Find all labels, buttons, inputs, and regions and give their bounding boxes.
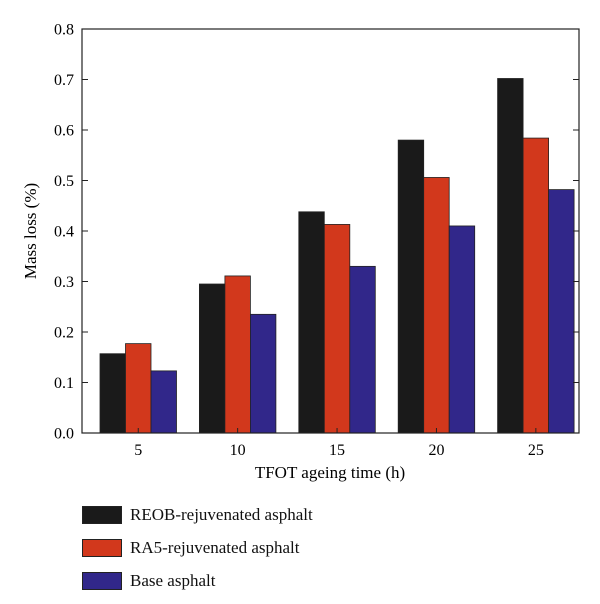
y-tick-label-8: 0.8 <box>54 22 74 39</box>
bar-3-20 <box>448 225 476 434</box>
y-tick-label-1: 0.1 <box>54 375 74 392</box>
bar-1-15 <box>298 211 325 434</box>
bars-layer <box>99 78 575 434</box>
legend-label-reob: REOB-rejuvenated asphalt <box>130 505 313 524</box>
legend-swatch-base <box>82 572 122 590</box>
x-axis: 5 10 15 20 25 <box>134 428 544 459</box>
bar-2-15 <box>323 224 351 434</box>
bar-3-25 <box>548 189 575 434</box>
y-tick-label-7: 0.7 <box>54 72 74 89</box>
bar-1-5 <box>99 353 126 434</box>
y-tick-label-0: 0.0 <box>54 426 74 443</box>
legend-item-base: Base asphalt <box>82 569 313 593</box>
bar-2-10 <box>224 275 251 434</box>
bar-chart: 0.0 0.1 0.2 0.3 0.4 0.5 0.6 0.7 0.8 5 10 15 20 25 TF… <box>21 22 580 482</box>
legend-label-ra5: RA5-rejuvenated asphalt <box>130 538 300 557</box>
x-axis-title: TFOT ageing time (h) <box>255 463 405 482</box>
bar-1-10 <box>198 283 226 434</box>
x-tick-label-25: 25 <box>528 442 544 459</box>
legend-swatch-ra5 <box>82 539 122 557</box>
bar-3-15 <box>349 265 376 434</box>
bar-3-10 <box>249 313 277 434</box>
legend-item-reob: REOB-rejuvenated asphalt <box>82 503 313 527</box>
y-tick-label-3: 0.3 <box>54 274 74 291</box>
legend-item-ra5: RA5-rejuvenated asphalt <box>82 536 313 560</box>
x-tick-label-10: 10 <box>230 442 246 459</box>
legend-label-base: Base asphalt <box>130 571 216 590</box>
y-tick-label-4: 0.4 <box>54 224 74 241</box>
y-tick-label-6: 0.6 <box>54 123 74 140</box>
bar-2-20 <box>423 177 450 434</box>
bar-3-5 <box>150 370 177 434</box>
bar-1-25 <box>497 78 524 434</box>
y-tick-label-5: 0.5 <box>54 173 74 190</box>
bar-2-5 <box>125 343 152 434</box>
y-axis-title: Mass loss (%) <box>21 183 40 279</box>
x-tick-label-5: 5 <box>134 442 142 459</box>
x-tick-label-20: 20 <box>428 442 444 459</box>
legend-swatch-reob <box>82 506 122 524</box>
x-tick-label-15: 15 <box>329 442 345 459</box>
legend: REOB-rejuvenated asphalt RA5-rejuvenated… <box>82 503 313 602</box>
y-axis: 0.0 0.1 0.2 0.3 0.4 0.5 0.6 0.7 0.8 <box>54 22 579 443</box>
bar-1-20 <box>397 139 425 434</box>
y-tick-label-2: 0.2 <box>54 325 74 342</box>
bar-2-25 <box>522 137 549 434</box>
